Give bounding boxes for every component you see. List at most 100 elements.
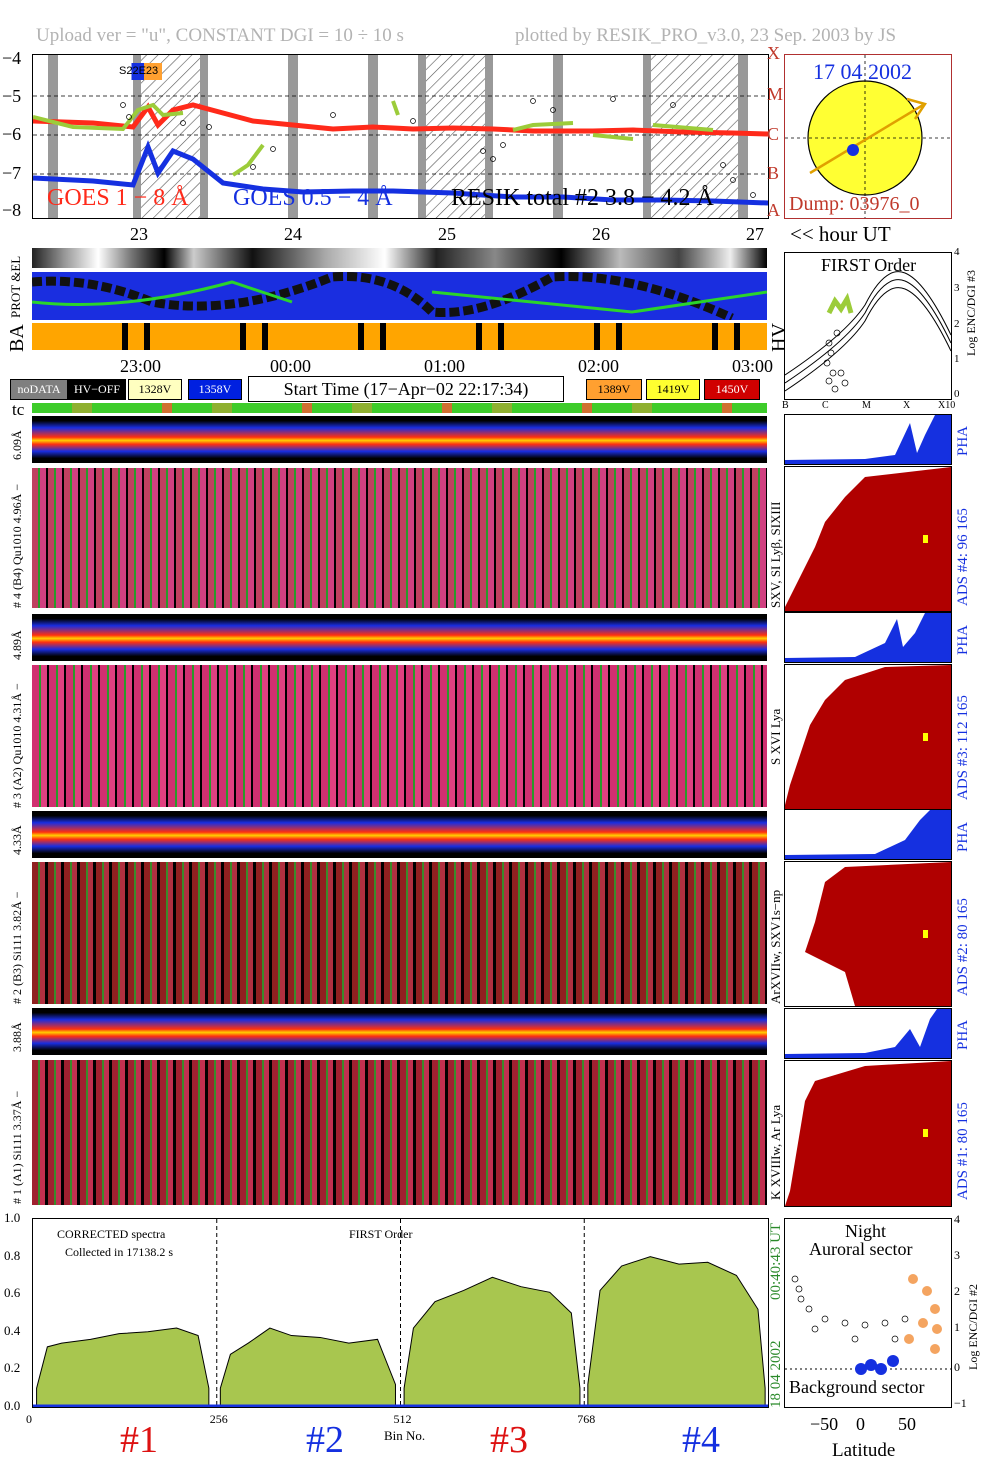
ads-hist-3-plot xyxy=(785,665,951,809)
ads-hist-1 xyxy=(784,1060,952,1207)
fo-xtick: C xyxy=(822,400,829,411)
region-label: S22E23 xyxy=(115,63,163,80)
spec-strip-1 xyxy=(32,1060,767,1205)
background-points xyxy=(855,1355,899,1375)
pha-hist-3 xyxy=(784,612,952,663)
spectrum-xtick: 768 xyxy=(577,1412,596,1426)
ads-hist-4-plot xyxy=(785,467,951,611)
spectrum-xtick: 0 xyxy=(26,1412,32,1426)
goes-ytick: −4 xyxy=(2,48,22,68)
latitude-points xyxy=(791,1275,909,1343)
resik-curve xyxy=(33,100,714,177)
legend-hv-off: HV−OFF xyxy=(68,379,126,400)
day-tick: 23 xyxy=(130,224,148,244)
goes-ytick: −7 xyxy=(2,163,22,183)
ch1-pha-label: 3.88Å xyxy=(10,1022,24,1052)
lat-xtick: 0 xyxy=(856,1414,865,1434)
spectrum-note-2: Collected in 17138.2 s xyxy=(65,1245,173,1259)
pha-strip-3 xyxy=(32,614,767,661)
sun-panel: 17 04 2002 Dump: 03976_0 xyxy=(784,54,952,219)
day-tick: 24 xyxy=(284,224,302,244)
channel-label-2: #2 xyxy=(306,1419,344,1461)
ads-hist-2 xyxy=(784,861,952,1007)
ads-hist-2-plot xyxy=(805,862,951,1006)
ads-label-1: ADS #1: 80 165 xyxy=(955,1102,971,1200)
channel-label-4: #4 xyxy=(682,1419,720,1461)
spectrum-xlabel: Bin No. xyxy=(384,1428,426,1443)
latitude-plot xyxy=(785,1274,951,1375)
prot-el-label: PROT &EL xyxy=(8,255,23,318)
start-time: Start Time (17−Apr−02 22:17:34) xyxy=(248,376,564,402)
pha-hist-1-plot xyxy=(785,1009,951,1058)
pha-hist-2 xyxy=(784,809,952,860)
ads-hist-1-plot xyxy=(785,1061,951,1206)
line-id-1: K XVIIIw, Ar Lya xyxy=(768,1104,783,1200)
pha-tag-2: PHA xyxy=(955,821,971,852)
spectrum-chart xyxy=(33,1219,768,1407)
spec-strip-2 xyxy=(32,862,767,1004)
spec-strip-4 xyxy=(32,468,767,608)
channel-label-3: #3 xyxy=(490,1419,528,1461)
ch4-spec-label: # 4 (B4) Qu1010 4.96Å − xyxy=(10,483,24,608)
spectrum-title: FIRST Order xyxy=(349,1227,413,1241)
line-id-2: ArXVIIw, SXV1s−np xyxy=(768,889,783,1004)
fo-ytick: 4 xyxy=(954,246,960,258)
latitude-panel: Night Auroral sector Background sector xyxy=(784,1218,952,1408)
spectrum-area-1 xyxy=(36,1327,210,1407)
ads-label-2: ADS #2: 80 165 xyxy=(955,898,971,996)
particle-track xyxy=(32,272,767,320)
pha-hist-2-plot xyxy=(785,810,951,859)
tc-strip xyxy=(32,403,767,413)
background-sector-label: Background sector xyxy=(789,1377,925,1397)
spectrum-side-time: 00:40:43 UT xyxy=(768,1222,784,1300)
lat-ytick: 1 xyxy=(954,1320,960,1334)
hour-ut-label: << hour UT xyxy=(790,222,891,246)
fo-ytick: 2 xyxy=(954,318,960,330)
goes-short-label: GOES 0.5 − 4 Å xyxy=(233,185,393,211)
ads-hist-4 xyxy=(784,466,952,612)
ch3-spec-label: # 3 (A2) Qu1010 4.31Å − xyxy=(10,683,24,808)
goes-short-curve xyxy=(33,140,768,206)
spectrum-area-3 xyxy=(403,1276,581,1407)
resik-points xyxy=(120,96,756,198)
spectrum-panel: CORRECTED spectra Collected in 17138.2 s… xyxy=(32,1218,769,1408)
night-label: Night xyxy=(845,1221,887,1241)
auroral-points xyxy=(904,1274,942,1354)
spectrum-ytick: 0.6 xyxy=(4,1285,21,1301)
ba-label: BA xyxy=(6,324,28,352)
ch2-pha-label: 4.33Å xyxy=(10,825,24,855)
goes-long-label: GOES 1 − 8 Å xyxy=(47,185,189,211)
goes-panel: S22E23 GOES 1 − 8 Å GOES 0.5 − 4 Å RESIK… xyxy=(32,54,769,219)
spectrum-ytick: 0.8 xyxy=(4,1247,21,1263)
ch2-spec-label: # 2 (B3) Si111 3.82Å − xyxy=(10,891,24,1004)
fo-xtick: X10 xyxy=(938,400,956,411)
ch1-spec-label: # 1 (A1) Si111 3.37Å − xyxy=(10,1090,24,1204)
pha-strip-2 xyxy=(32,811,767,858)
goes-long-curve xyxy=(33,102,768,137)
ch4-pha-label: 6.09Å xyxy=(10,430,24,460)
day-tick: 27 xyxy=(746,224,764,244)
pha-strip-4 xyxy=(32,416,767,463)
spec-strip-3 xyxy=(32,665,767,807)
spectrum-area-4 xyxy=(587,1256,766,1407)
spectrum-xtick: 256 xyxy=(209,1412,228,1426)
header-upload: Upload ver = "u", CONSTANT DGI = 10 ÷ 10… xyxy=(36,25,404,46)
lat-ytick: 2 xyxy=(954,1284,960,1298)
fo-ytick: 0 xyxy=(954,388,960,400)
fo-ytick: 3 xyxy=(954,282,960,294)
lat-ytick: 3 xyxy=(954,1248,960,1262)
sun-disk-plot xyxy=(785,55,951,218)
line-id-3: S XVI Lya xyxy=(768,708,783,765)
spectrum-side-date: 18 04 2002 xyxy=(768,1340,784,1409)
first-order-plot xyxy=(785,271,951,393)
time-tick: 01:00 xyxy=(424,356,466,376)
first-order-title: FIRST Order xyxy=(821,255,917,275)
scan-arrow-head xyxy=(906,97,927,120)
goes-class-label: B xyxy=(767,163,780,183)
strip-particle xyxy=(32,272,767,320)
spectrum-xtick: 512 xyxy=(393,1412,412,1426)
lat-xtick: 50 xyxy=(898,1414,916,1434)
target-dot xyxy=(847,144,859,156)
goes-ytick: −5 xyxy=(2,86,22,106)
latitude-ylabel: Log ENC/DGI #2 xyxy=(966,1284,980,1370)
